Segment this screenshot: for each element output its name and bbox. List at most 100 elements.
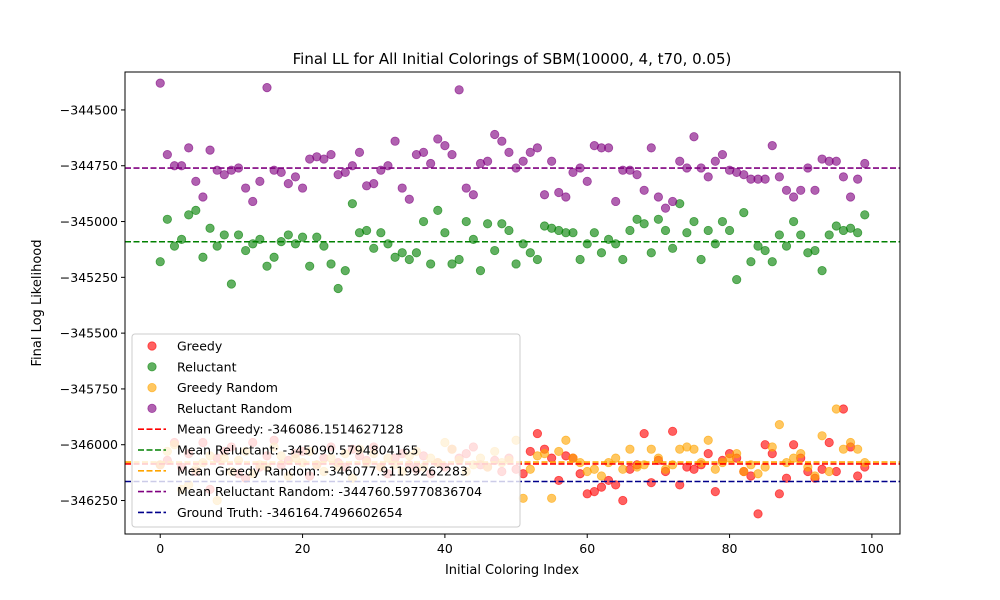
point-1-79 [717, 216, 728, 227]
y-tick-label-6: −344750 [60, 158, 118, 173]
point-2-62 [596, 471, 607, 481]
point-1-47 [490, 245, 500, 256]
point-0-62 [596, 482, 607, 492]
y-tick-label-0: −346250 [60, 493, 118, 508]
point-3-86 [767, 141, 777, 151]
point-1-21 [305, 261, 315, 271]
point-1-74 [682, 228, 692, 238]
legend-ref-label-1: Mean Reluctant: -345090.5794804165 [177, 443, 418, 458]
point-3-56 [554, 187, 564, 198]
point-3-40 [440, 141, 450, 151]
point-1-64 [611, 239, 621, 249]
point-2-57 [561, 435, 571, 445]
legend-label-3: Reluctant Random [177, 401, 292, 416]
point-3-38 [426, 158, 436, 169]
point-3-72 [668, 196, 678, 207]
point-1-82 [739, 208, 749, 218]
point-2-54 [539, 449, 550, 459]
point-1-42 [454, 254, 464, 265]
point-1-9 [219, 230, 229, 240]
x-axis-title: Initial Coloring Index [445, 563, 579, 578]
legend-marker-0 [147, 341, 157, 351]
y-tick-label-1: −346000 [60, 437, 118, 452]
point-1-36 [411, 248, 422, 258]
point-3-1 [162, 149, 172, 160]
point-1-61 [589, 228, 599, 238]
point-2-97 [845, 437, 856, 448]
point-3-52 [525, 147, 535, 157]
legend-marker-1 [147, 362, 157, 372]
point-3-5 [191, 176, 201, 186]
point-1-93 [817, 266, 827, 276]
point-1-39 [433, 205, 443, 215]
point-1-68 [639, 219, 649, 229]
point-2-95 [831, 404, 841, 414]
point-2-64 [611, 453, 621, 463]
point-1-92 [810, 245, 820, 256]
point-3-68 [639, 185, 649, 195]
point-3-78 [710, 156, 720, 166]
point-3-30 [369, 178, 379, 189]
point-0-53 [532, 428, 543, 439]
point-2-98 [853, 444, 863, 454]
point-1-98 [853, 228, 863, 238]
point-3-23 [319, 154, 329, 164]
point-3-15 [262, 83, 272, 93]
point-1-60 [582, 239, 592, 249]
point-2-92 [810, 471, 820, 481]
point-2-96 [838, 444, 849, 454]
point-1-27 [347, 199, 357, 209]
legend-ref-label-0: Mean Greedy: -346086.1514627128 [177, 422, 403, 437]
point-2-71 [660, 464, 671, 474]
point-1-46 [482, 219, 493, 229]
point-1-7 [205, 223, 215, 233]
point-0-52 [525, 446, 535, 457]
point-1-59 [575, 254, 585, 265]
point-3-54 [539, 190, 550, 200]
point-1-40 [440, 228, 450, 238]
point-3-67 [632, 170, 642, 180]
point-3-14 [255, 176, 265, 186]
point-1-26 [340, 266, 350, 276]
point-3-17 [276, 167, 286, 178]
point-1-5 [191, 205, 201, 215]
point-1-99 [860, 210, 870, 220]
point-0-75 [689, 464, 699, 474]
point-3-71 [660, 203, 671, 213]
point-3-90 [796, 185, 806, 195]
point-1-97 [845, 223, 856, 233]
point-0-78 [710, 486, 720, 497]
point-1-51 [518, 239, 528, 249]
point-0-69 [646, 478, 656, 488]
series-reluctant-random [155, 78, 870, 213]
point-2-52 [525, 464, 535, 474]
point-3-77 [703, 172, 713, 182]
point-1-75 [689, 216, 699, 227]
point-1-71 [660, 225, 671, 236]
point-3-64 [611, 196, 621, 207]
point-1-32 [383, 239, 393, 249]
point-1-22 [312, 232, 322, 242]
point-3-37 [418, 147, 429, 157]
point-1-12 [241, 245, 251, 256]
point-1-11 [233, 230, 244, 240]
point-1-77 [703, 225, 713, 236]
point-1-0 [155, 257, 165, 267]
point-0-64 [611, 480, 621, 490]
point-1-58 [568, 228, 578, 238]
point-3-53 [532, 143, 543, 153]
point-1-15 [262, 261, 272, 271]
point-1-31 [376, 228, 386, 238]
plot-frame [124, 71, 901, 535]
point-3-51 [518, 156, 528, 166]
point-3-98 [853, 174, 863, 184]
point-3-79 [717, 149, 728, 160]
point-1-90 [796, 230, 806, 240]
point-0-63 [603, 475, 614, 486]
point-2-78 [710, 464, 720, 474]
point-1-35 [404, 254, 414, 265]
point-3-20 [297, 183, 308, 193]
point-0-72 [668, 426, 678, 436]
point-3-41 [447, 149, 457, 160]
point-3-95 [831, 156, 841, 166]
